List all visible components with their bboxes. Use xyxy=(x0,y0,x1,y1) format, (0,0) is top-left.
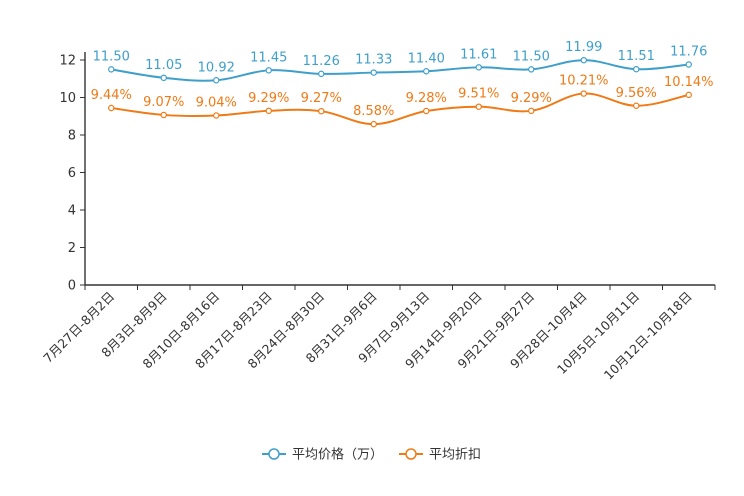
data-point[interactable] xyxy=(265,107,272,115)
y-tick-label: 6 xyxy=(68,166,76,181)
data-point[interactable] xyxy=(580,56,587,64)
data-labels: 11.50 11.05 10.92 11.45 11.26 11.33 11.40 11.61… xyxy=(91,40,714,119)
y-tick-label: 2 xyxy=(68,241,76,256)
data-label: 9.56% xyxy=(616,86,657,101)
legend-item-1[interactable]: 平均价格（万） xyxy=(262,447,383,463)
data-label: 9.28% xyxy=(406,91,447,106)
data-point[interactable] xyxy=(685,91,692,99)
data-label: 9.51% xyxy=(458,87,499,102)
legend[interactable]: 平均价格（万） 平均折扣 xyxy=(262,447,481,463)
x-tick-label: 10月12日-10月18日 xyxy=(601,289,695,383)
data-point[interactable] xyxy=(370,69,377,76)
data-point[interactable] xyxy=(423,107,430,115)
y-tick-label: 0 xyxy=(68,279,76,294)
data-point[interactable] xyxy=(475,64,482,71)
data-label: 11.33 xyxy=(355,53,392,68)
data-point[interactable] xyxy=(108,66,115,73)
data-point[interactable] xyxy=(160,74,167,82)
data-label: 11.26 xyxy=(303,54,340,69)
data-point[interactable] xyxy=(108,104,115,112)
data-label: 9.27% xyxy=(301,91,342,106)
y-tick-label: 4 xyxy=(68,204,76,219)
legend-item-2[interactable]: 平均折扣 xyxy=(399,448,481,463)
data-label: 10.14% xyxy=(664,75,714,90)
data-label: 9.07% xyxy=(143,95,184,110)
data-point[interactable] xyxy=(213,77,220,84)
data-label: 11.76 xyxy=(670,45,707,60)
y-tick-label: 8 xyxy=(68,129,76,144)
data-label: 11.40 xyxy=(408,51,445,66)
data-label: 10.92 xyxy=(198,60,235,75)
data-point[interactable] xyxy=(685,61,692,68)
data-point[interactable] xyxy=(265,67,272,74)
data-point[interactable] xyxy=(318,107,325,115)
data-point[interactable] xyxy=(633,65,640,73)
data-label: 11.05 xyxy=(145,58,182,73)
y-tick-label: 10 xyxy=(59,91,76,106)
data-label: 11.45 xyxy=(250,50,287,65)
series-layer xyxy=(108,56,692,128)
data-point[interactable] xyxy=(370,120,377,128)
data-label: 11.99 xyxy=(565,40,602,55)
series-line-2 xyxy=(111,92,689,126)
data-point[interactable] xyxy=(213,112,220,119)
data-label: 9.04% xyxy=(196,96,237,111)
data-point[interactable] xyxy=(528,66,535,73)
legend-label: 平均价格（万） xyxy=(292,447,383,463)
data-point[interactable] xyxy=(633,102,640,109)
data-point[interactable] xyxy=(318,70,325,78)
data-label: 9.29% xyxy=(248,91,289,106)
data-label: 11.50 xyxy=(93,49,130,64)
data-point[interactable] xyxy=(475,103,482,110)
series-line-1 xyxy=(111,59,689,82)
data-label: 11.50 xyxy=(513,49,550,64)
data-point[interactable] xyxy=(160,111,167,119)
data-label: 11.51 xyxy=(618,49,655,64)
data-point[interactable] xyxy=(528,107,535,115)
y-tick-label: 12 xyxy=(59,54,76,69)
legend-label: 平均折扣 xyxy=(429,448,481,463)
data-point[interactable] xyxy=(423,68,430,75)
data-label: 8.58% xyxy=(353,104,394,119)
legend-marker xyxy=(405,448,417,460)
data-label: 10.21% xyxy=(559,74,609,89)
data-label: 11.61 xyxy=(460,47,497,62)
data-point[interactable] xyxy=(580,90,587,97)
data-label: 9.44% xyxy=(91,88,132,103)
data-label: 9.29% xyxy=(511,91,552,106)
legend-marker xyxy=(268,448,280,460)
